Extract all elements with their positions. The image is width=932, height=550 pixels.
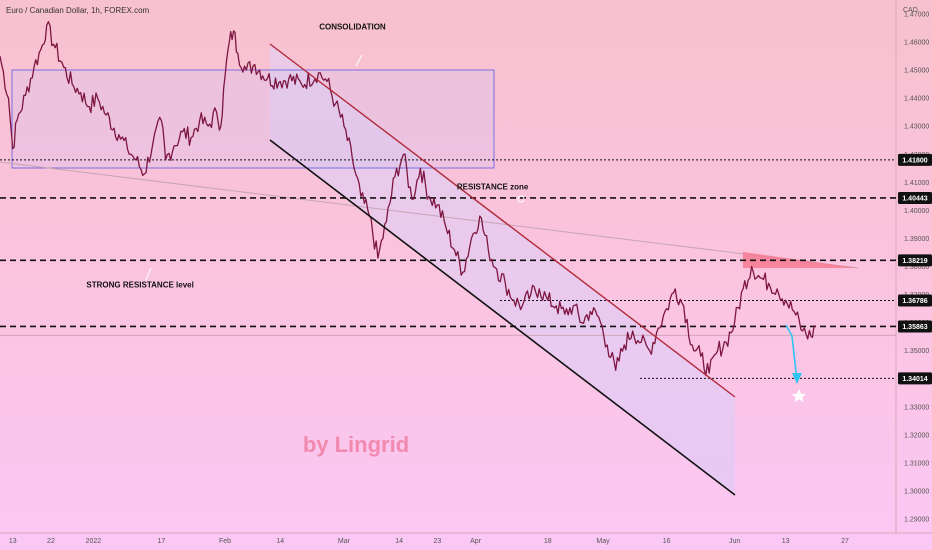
x-tick-label: 22 bbox=[47, 538, 55, 545]
x-tick-label: Apr bbox=[470, 538, 482, 545]
level-price-tag bbox=[898, 153, 932, 166]
strong-resistance-pointer bbox=[145, 267, 152, 281]
long-trendline[interactable] bbox=[0, 161, 859, 269]
y-tick-label: 1.45000 bbox=[904, 68, 929, 75]
y-tick-label: 1.41000 bbox=[904, 180, 929, 187]
descending-channel-fill bbox=[270, 44, 735, 495]
consolidation-box[interactable] bbox=[11, 69, 495, 169]
x-tick-label: 27 bbox=[841, 538, 849, 545]
x-tick-label: Jun bbox=[729, 538, 740, 545]
y-tick-label: 1.32000 bbox=[904, 432, 929, 439]
y-tick-label: 1.47000 bbox=[904, 12, 929, 19]
level-price-tag bbox=[898, 191, 932, 204]
y-tick-label: 1.39000 bbox=[904, 236, 929, 243]
level-price-tag bbox=[898, 320, 932, 333]
y-tick-label: 1.40000 bbox=[904, 208, 929, 215]
currency-label: CAD bbox=[903, 7, 918, 14]
annotation-label: RESISTANCE zone bbox=[457, 182, 529, 191]
level-price-label: 1.34014 bbox=[902, 376, 927, 383]
y-tick-label: 1.29000 bbox=[904, 516, 929, 523]
forecast-arrow-head bbox=[792, 373, 802, 384]
channel-top-line[interactable] bbox=[269, 43, 736, 398]
time-axis: 13 22 2022 17 Feb 14 Mar 14 23 Apr 18 May 16 Jun 13 27 bbox=[9, 538, 849, 545]
annotations: CONSOLIDATION RESISTANCE zone STRONG RESIS… bbox=[86, 22, 528, 289]
price-series-line bbox=[0, 21, 816, 377]
consolidation-pointer bbox=[355, 54, 363, 67]
x-tick-label: 16 bbox=[663, 538, 671, 545]
level-price-tag bbox=[898, 254, 932, 267]
chart-title: Euro / Canadian Dollar, 1h, FOREX.com bbox=[6, 6, 150, 15]
resistance-zone-marker bbox=[517, 195, 525, 203]
y-tick-label: 1.30000 bbox=[904, 488, 929, 495]
y-tick-label: 1.43000 bbox=[904, 124, 929, 131]
y-tick-label: 1.46000 bbox=[904, 40, 929, 47]
level-price-label: 1.40443 bbox=[902, 195, 927, 202]
level-price-label: 1.35863 bbox=[902, 324, 927, 331]
x-tick-label: Mar bbox=[338, 538, 351, 545]
level-price-tag bbox=[898, 372, 932, 385]
x-tick-label: 13 bbox=[782, 538, 790, 545]
price-axis: 1.29000 1.30000 1.31000 1.32000 1.33000 1.340… bbox=[904, 12, 929, 524]
level-price-label: 1.38219 bbox=[902, 258, 927, 265]
y-tick-label: 1.38000 bbox=[904, 264, 929, 271]
y-tick-label: 1.33000 bbox=[904, 404, 929, 411]
forecast-arrow bbox=[785, 324, 798, 382]
x-tick-label: 14 bbox=[395, 538, 403, 545]
channel-bottom-line[interactable] bbox=[269, 139, 736, 496]
x-tick-label: Feb bbox=[219, 538, 231, 545]
x-tick-label: 23 bbox=[433, 538, 441, 545]
target-star-icon bbox=[792, 389, 806, 402]
x-tick-label: 17 bbox=[157, 538, 165, 545]
level-price-tag bbox=[898, 294, 932, 307]
annotation-label: STRONG RESISTANCE level bbox=[86, 281, 193, 290]
x-tick-label: 14 bbox=[276, 538, 284, 545]
y-tick-label: 1.35000 bbox=[904, 348, 929, 355]
x-tick-label: May bbox=[596, 538, 610, 545]
level-price-label: 1.36786 bbox=[902, 298, 927, 305]
horizontal-levels: 1.41800 1.40443 1.38219 1.36786 1.35863 1.340… bbox=[0, 153, 932, 385]
level-price-label: 1.41800 bbox=[902, 157, 927, 164]
x-tick-label: 13 bbox=[9, 538, 17, 545]
x-tick-label: 18 bbox=[544, 538, 552, 545]
annotation-label: CONSOLIDATION bbox=[319, 22, 386, 31]
y-tick-label: 1.44000 bbox=[904, 96, 929, 103]
watermark: by Lingrid bbox=[303, 432, 409, 457]
y-tick-label: 1.31000 bbox=[904, 460, 929, 467]
x-tick-label: 2022 bbox=[86, 538, 102, 545]
